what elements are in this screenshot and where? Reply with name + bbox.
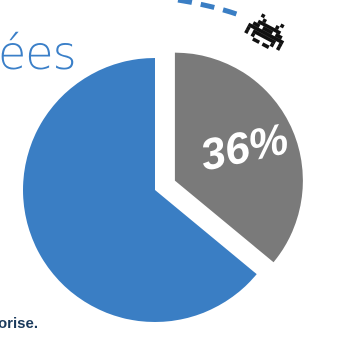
- title-fragment: ées: [0, 26, 77, 80]
- pie-slice-highlight: [174, 52, 303, 263]
- space-invader-icon: [244, 13, 285, 51]
- footnote-fragment: orise.: [0, 315, 39, 332]
- pie-slice-main: [22, 58, 257, 322]
- dashed-arc: [177, 0, 243, 19]
